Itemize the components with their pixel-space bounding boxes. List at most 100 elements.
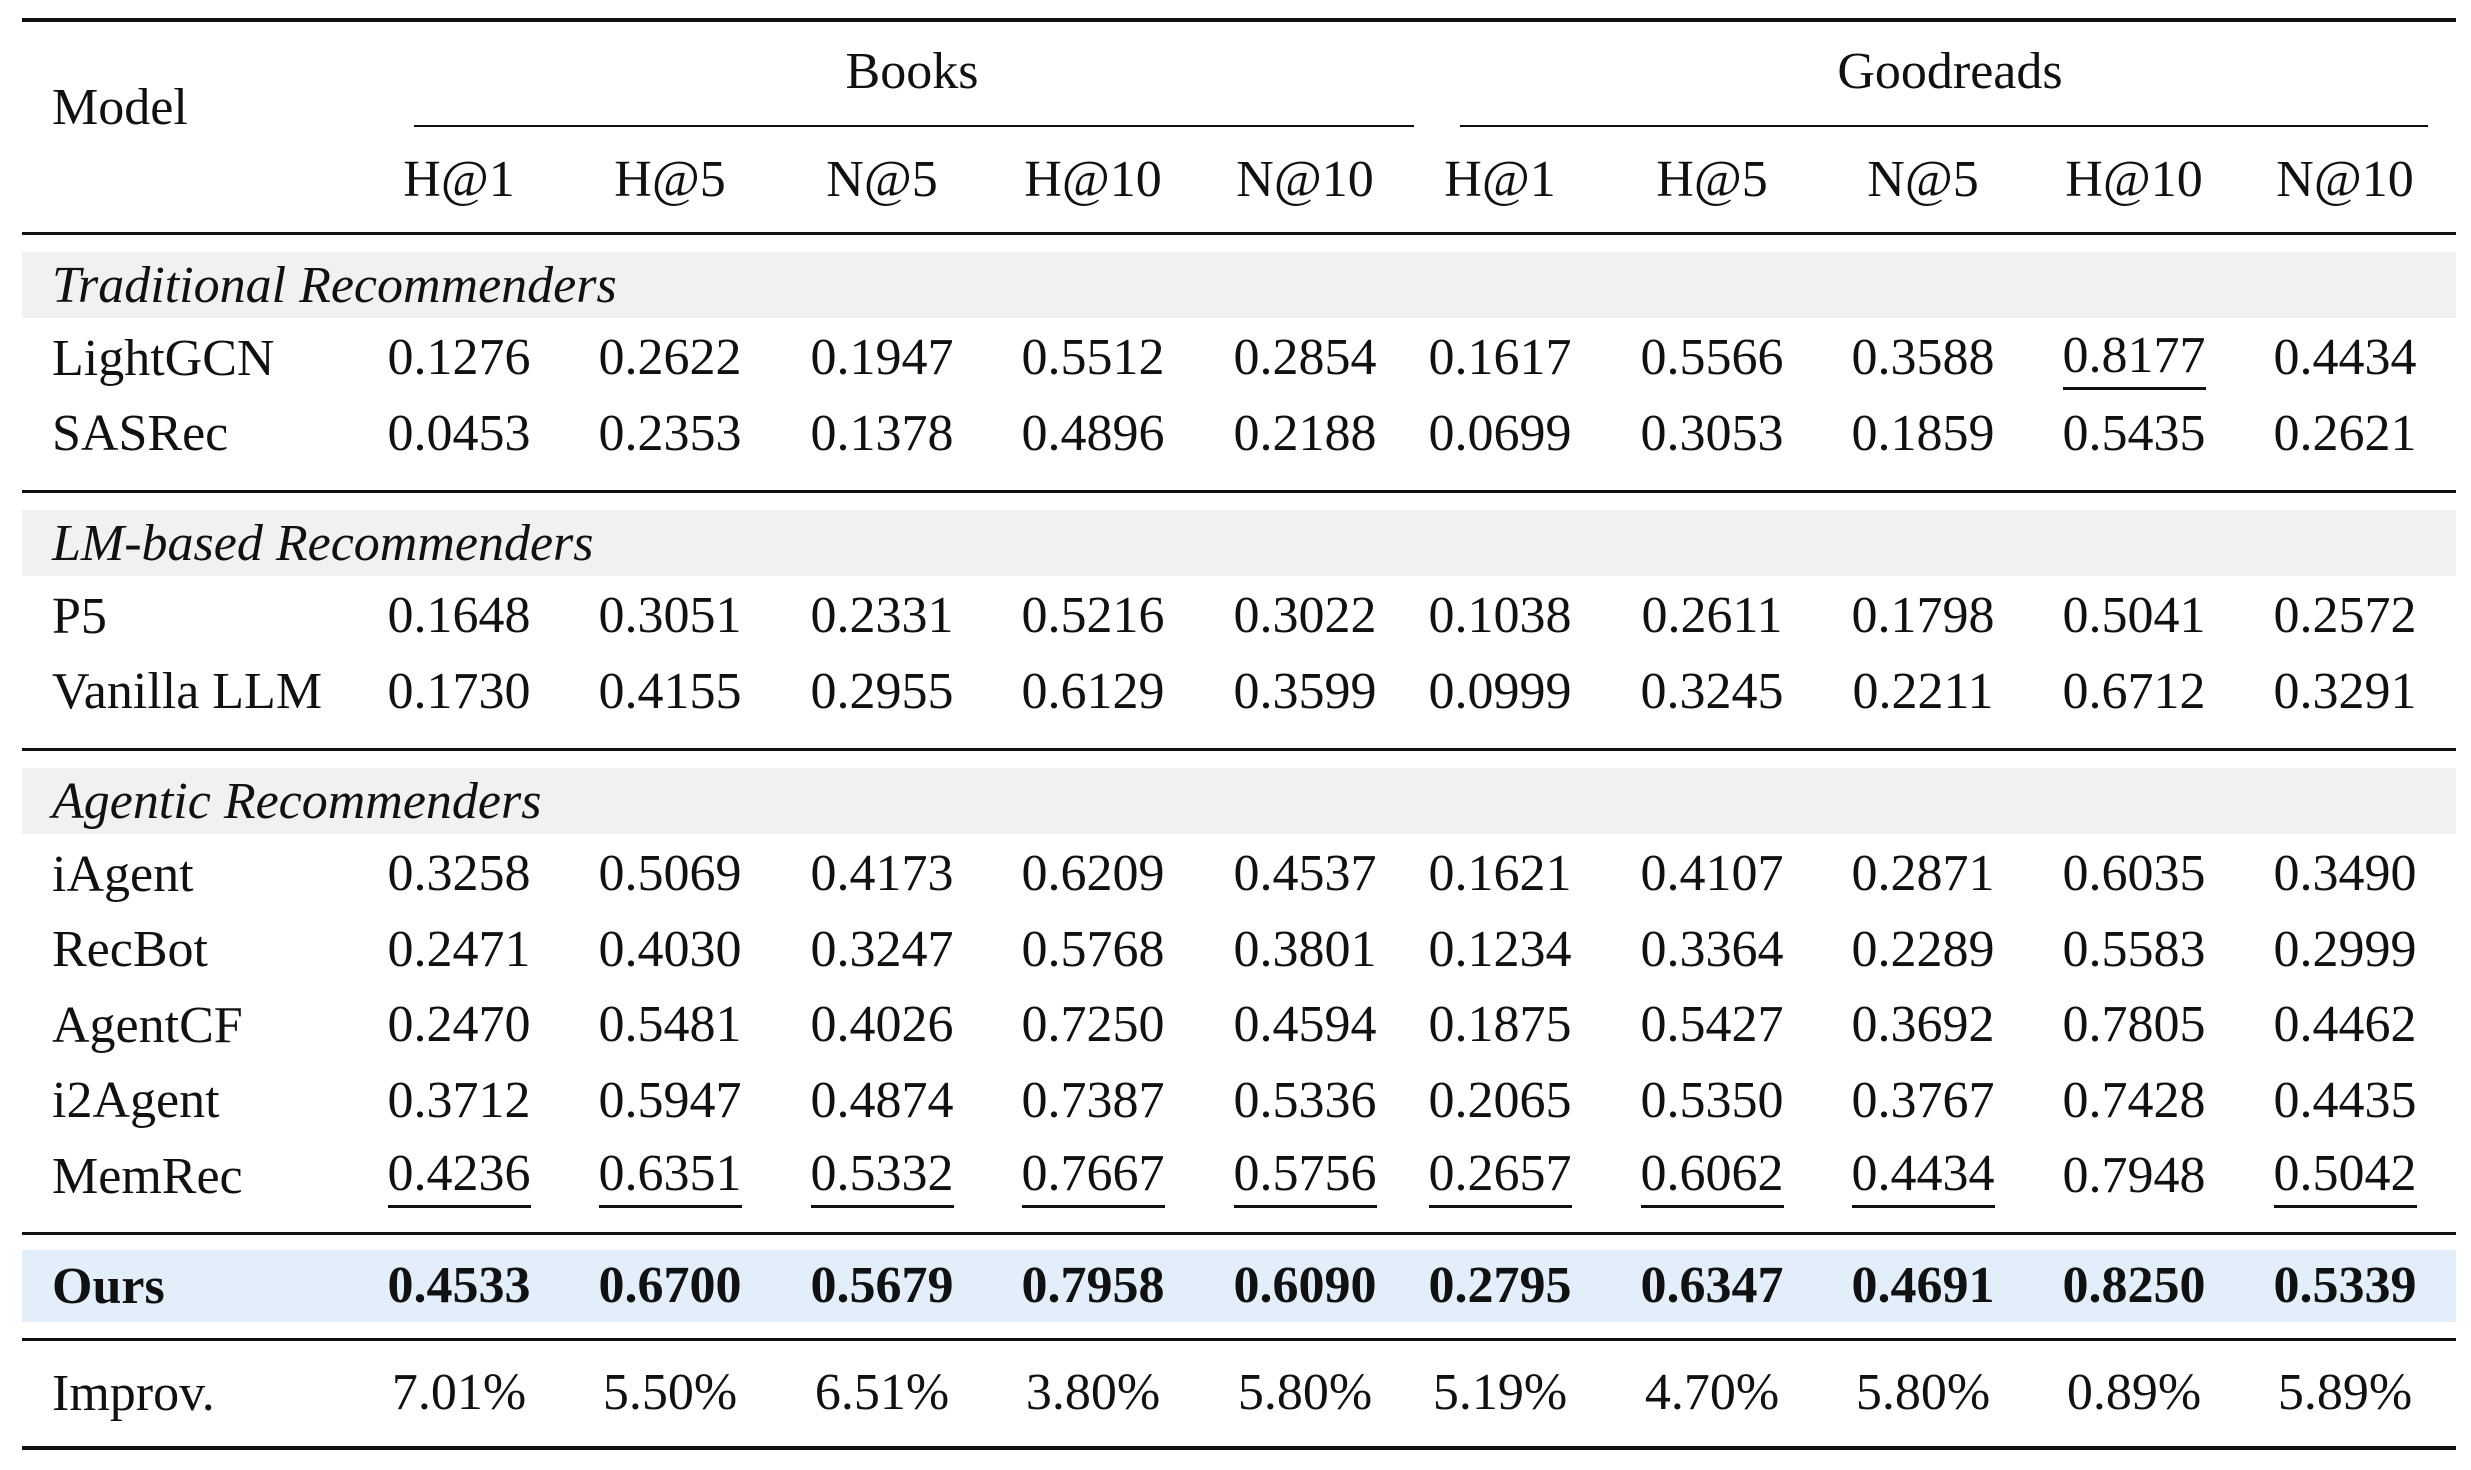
metric-header: H@10 bbox=[991, 145, 1196, 215]
cell-value: 5.80% bbox=[1855, 1364, 1991, 1422]
table-cell: 0.2795 bbox=[1398, 1250, 1603, 1322]
cell-value: 0.5427 bbox=[1640, 996, 1784, 1054]
cell-value: 0.4533 bbox=[387, 1257, 531, 1315]
cell-value: 0.5435 bbox=[2062, 404, 2206, 462]
table-cell: 0.5041 bbox=[2032, 580, 2237, 652]
cell-value: 0.1798 bbox=[1851, 587, 1995, 645]
improvement-row: Improv. 7.01% 5.50% 6.51% 3.80% 5.80% 5.19% 4.7… bbox=[22, 1356, 2456, 1430]
section-title: Agentic Recommenders bbox=[52, 772, 542, 830]
table-cell: 0.3291 bbox=[2243, 656, 2448, 728]
table-row: i2Agent 0.3712 0.5947 0.4874 0.7387 0.5336 0.2… bbox=[22, 1065, 2456, 1137]
table-cell: 0.3801 bbox=[1203, 914, 1408, 986]
cell-value: 0.1234 bbox=[1428, 920, 1572, 978]
table-cell: 0.2211 bbox=[1821, 656, 2026, 728]
table-cell: 0.5679 bbox=[780, 1250, 985, 1322]
cell-value: H@1 bbox=[403, 151, 515, 209]
model-name: Vanilla LLM bbox=[52, 663, 323, 720]
table-cell: 4.70% bbox=[1610, 1356, 1815, 1430]
cell-value: 0.5069 bbox=[598, 845, 742, 903]
cell-value: 0.1378 bbox=[810, 404, 954, 462]
table-cell: 0.3053 bbox=[1610, 398, 1815, 470]
table-cell: 0.2999 bbox=[2243, 914, 2448, 986]
section-rule bbox=[22, 490, 2456, 493]
model-name: P5 bbox=[52, 587, 107, 645]
cell-value: 0.1859 bbox=[1851, 404, 1995, 462]
section-band bbox=[22, 510, 2456, 576]
cell-value: 0.0999 bbox=[1428, 662, 1572, 720]
table-cell: 0.1798 bbox=[1821, 580, 2026, 652]
table-cell: 0.6090 bbox=[1203, 1250, 1408, 1322]
table-cell: 0.7250 bbox=[991, 989, 1196, 1061]
table-cell: 0.4537 bbox=[1203, 838, 1408, 910]
cell-value: 0.7428 bbox=[2062, 1071, 2206, 1129]
cell-value: 0.6347 bbox=[1640, 1257, 1784, 1315]
table-row: RecBot 0.2471 0.4030 0.3247 0.5768 0.3801 0.12… bbox=[22, 914, 2456, 986]
table-cell: 5.89% bbox=[2243, 1356, 2448, 1430]
cell-value: 0.1621 bbox=[1428, 845, 1572, 903]
table-cell: 0.6129 bbox=[991, 656, 1196, 728]
cell-value: 0.3712 bbox=[387, 1071, 531, 1129]
cell-value: N@5 bbox=[1867, 151, 1979, 209]
table-cell: 0.2854 bbox=[1203, 322, 1408, 394]
cell-value: 0.2471 bbox=[387, 920, 531, 978]
table-cell: 0.5042 bbox=[2243, 1140, 2448, 1212]
model-name: RecBot bbox=[52, 921, 208, 978]
table-cell: 0.5427 bbox=[1610, 989, 1815, 1061]
cell-value: 0.3364 bbox=[1640, 920, 1784, 978]
table-cell: 0.1859 bbox=[1821, 398, 2026, 470]
cell-value: 0.5041 bbox=[2062, 587, 2206, 645]
cell-value: 3.80% bbox=[1025, 1364, 1161, 1422]
cell-value: 0.2188 bbox=[1233, 404, 1377, 462]
cell-value: 0.4107 bbox=[1640, 845, 1784, 903]
cell-value: 0.5339 bbox=[2273, 1257, 2417, 1315]
table-cell: 0.3247 bbox=[780, 914, 985, 986]
cell-value: 0.1648 bbox=[387, 587, 531, 645]
table-cell: 0.2572 bbox=[2243, 580, 2448, 652]
cell-value: N@10 bbox=[2276, 151, 2414, 209]
table-cell: 0.5756 bbox=[1203, 1140, 1408, 1212]
table-cell: 0.1648 bbox=[357, 580, 562, 652]
table-row: AgentCF 0.2470 0.5481 0.4026 0.7250 0.4594 0.1… bbox=[22, 989, 2456, 1061]
table-cell: 0.0999 bbox=[1398, 656, 1603, 728]
table-cell: 0.4691 bbox=[1821, 1250, 2026, 1322]
dataset-header-goodreads: Goodreads bbox=[1837, 43, 2063, 100]
cell-value: 4.70% bbox=[1644, 1364, 1780, 1422]
cell-value: 0.6712 bbox=[2062, 662, 2206, 720]
cell-value: 0.7958 bbox=[1021, 1257, 1165, 1315]
cell-value: 0.3022 bbox=[1233, 587, 1377, 645]
table-cell: 0.3364 bbox=[1610, 914, 1815, 986]
table-cell: 0.4155 bbox=[568, 656, 773, 728]
table-cell: 0.4030 bbox=[568, 914, 773, 986]
table-cell: 0.3599 bbox=[1203, 656, 1408, 728]
table-cell: 0.5512 bbox=[991, 322, 1196, 394]
model-name: LightGCN bbox=[52, 329, 275, 387]
table-cell: 0.4107 bbox=[1610, 838, 1815, 910]
table-cell: 0.5481 bbox=[568, 989, 773, 1061]
table-row: iAgent 0.3258 0.5069 0.4173 0.6209 0.4537 0.16… bbox=[22, 838, 2456, 910]
cell-value: 0.6351 bbox=[598, 1144, 742, 1209]
table-cell: 0.4594 bbox=[1203, 989, 1408, 1061]
cell-value: 0.5336 bbox=[1233, 1071, 1377, 1129]
table-row: MemRec 0.4236 0.6351 0.5332 0.7667 0.5756 0.26… bbox=[22, 1140, 2456, 1212]
table-cell: 0.7958 bbox=[991, 1250, 1196, 1322]
table-cell: 0.8250 bbox=[2032, 1250, 2237, 1322]
cell-value: 0.4434 bbox=[2273, 329, 2417, 387]
cell-value: 0.5481 bbox=[598, 996, 742, 1054]
cell-value: 0.3801 bbox=[1233, 920, 1377, 978]
table-cell: 0.1875 bbox=[1398, 989, 1603, 1061]
metric-header: N@5 bbox=[780, 145, 985, 215]
table-cell: 0.2353 bbox=[568, 398, 773, 470]
table-cell: 0.3692 bbox=[1821, 989, 2026, 1061]
table-cell: 0.2955 bbox=[780, 656, 985, 728]
cell-value: N@5 bbox=[826, 151, 938, 209]
cell-value: 0.7805 bbox=[2062, 996, 2206, 1054]
cell-value: 0.1038 bbox=[1428, 587, 1572, 645]
table-row: LightGCN 0.1276 0.2622 0.1947 0.5512 0.2854 0.… bbox=[22, 322, 2456, 394]
cell-value: 0.4236 bbox=[387, 1144, 531, 1209]
table-cell: 0.4462 bbox=[2243, 989, 2448, 1061]
cell-value: 7.01% bbox=[391, 1364, 527, 1422]
table-cell: 0.4874 bbox=[780, 1065, 985, 1137]
table-cell: 0.7948 bbox=[2032, 1140, 2237, 1212]
cell-value: 0.2289 bbox=[1851, 920, 1995, 978]
table-row: P5 0.1648 0.3051 0.2331 0.5216 0.3022 0.1038 0.… bbox=[22, 580, 2456, 652]
